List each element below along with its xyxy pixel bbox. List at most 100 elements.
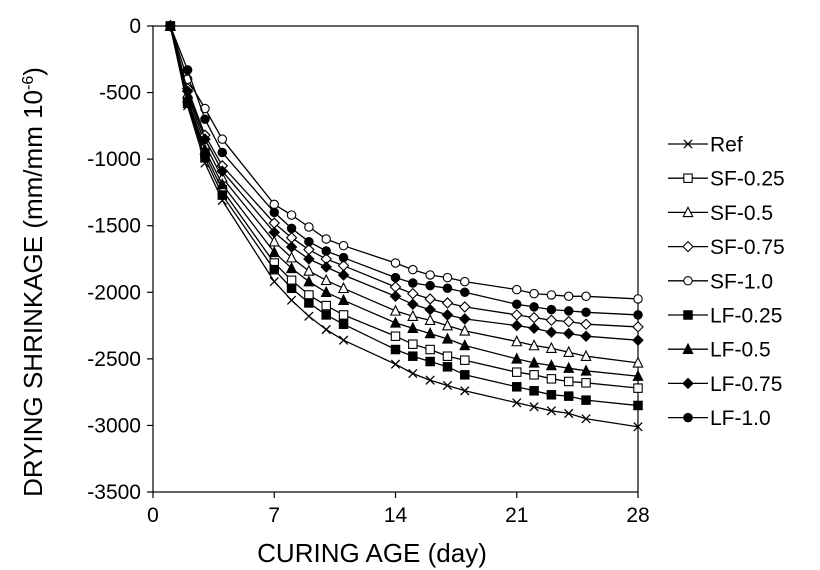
data-point [633, 310, 643, 320]
data-point [563, 306, 574, 316]
data-point [459, 301, 471, 313]
data-point [442, 283, 453, 294]
marker-stroke [564, 408, 574, 419]
data-point [268, 235, 280, 247]
marker-stroke [425, 375, 435, 385]
marker-stroke [581, 414, 591, 424]
series-lf-1-0 [165, 21, 643, 320]
data-point [320, 261, 332, 273]
legend-marker [683, 310, 693, 320]
data-point [441, 297, 454, 309]
y-axis: 0 -500 -1000 -1500 -2000 -2500 -3000 -3500 [87, 15, 153, 504]
data-point [390, 258, 401, 268]
legend-item: LF-0.25 [668, 305, 782, 328]
data-point [511, 335, 523, 347]
data-point [321, 324, 331, 335]
data-point [216, 178, 228, 190]
marker-stroke [633, 422, 643, 432]
data-point [286, 275, 297, 286]
data-point [441, 309, 454, 321]
marker-stroke [286, 295, 297, 305]
data-point [182, 65, 193, 75]
data-point [408, 264, 418, 275]
legend-label: Ref [710, 134, 743, 157]
data-point [304, 298, 314, 308]
series-line [169, 25, 639, 316]
data-point [165, 21, 176, 31]
legend-label: LF-1.0 [710, 407, 771, 430]
x-tick-label: 21 [505, 504, 528, 527]
data-point [528, 311, 540, 324]
data-point [511, 367, 522, 377]
data-point [562, 327, 575, 340]
data-point [285, 241, 298, 253]
data-point [581, 307, 591, 318]
series-sf-0-75 [164, 20, 644, 333]
data-point [337, 293, 350, 306]
data-point [580, 330, 592, 343]
data-point [528, 339, 540, 351]
data-point [199, 143, 211, 155]
data-point [633, 294, 643, 304]
series-line [169, 25, 639, 428]
data-point [442, 272, 453, 283]
data-point [632, 369, 644, 381]
legend-label: LF-0.25 [710, 305, 782, 328]
data-point [546, 374, 557, 384]
y-tick-label: -3000 [87, 414, 141, 437]
data-point [459, 339, 471, 351]
data-point [441, 319, 454, 331]
data-point [581, 414, 591, 424]
data-point [338, 240, 349, 251]
marker-stroke [321, 324, 331, 335]
marker-stroke [529, 402, 539, 412]
data-point [424, 327, 436, 339]
data-point [442, 362, 453, 372]
legend-item: Ref [668, 134, 743, 157]
data-point [546, 406, 557, 416]
data-point [529, 402, 539, 412]
legend: Ref SF-0.25 SF-0.5 SF-0.75 SF-1.0 LF-0.25 LF-0… [668, 134, 785, 430]
legend-label: LF-0.75 [710, 373, 782, 396]
data-point [545, 341, 557, 353]
data-point [546, 290, 557, 300]
marker-stroke [460, 386, 470, 396]
data-point [459, 313, 471, 325]
data-point [459, 324, 471, 336]
legend-item: SF-0.5 [668, 202, 773, 225]
data-point [200, 114, 210, 124]
data-point [390, 272, 401, 283]
data-point [389, 304, 402, 316]
data-point [510, 309, 523, 321]
series-lf-0-5 [164, 19, 644, 381]
data-point [580, 364, 592, 376]
data-point [424, 313, 436, 325]
y-tick-label: -500 [99, 82, 141, 105]
data-point [268, 226, 281, 239]
legend-label: SF-0.25 [710, 168, 785, 191]
data-point [633, 400, 643, 411]
data-point [199, 133, 211, 145]
data-point [303, 264, 315, 276]
marker-stroke [338, 335, 349, 345]
data-point [390, 359, 401, 369]
legend-item: SF-1.0 [668, 270, 773, 293]
data-point [338, 319, 349, 329]
data-point [563, 291, 574, 302]
data-point [303, 275, 315, 287]
data-point [285, 251, 298, 263]
data-point [546, 304, 557, 315]
data-point [269, 264, 279, 275]
legend-item: LF-0.5 [668, 339, 771, 362]
series-ref [165, 21, 643, 432]
legend-label: SF-1.0 [710, 270, 773, 293]
legend-item: LF-0.75 [668, 373, 782, 396]
x-tick-label: 0 [147, 504, 159, 527]
data-point [633, 422, 643, 432]
data-point [563, 361, 575, 373]
data-point [321, 300, 331, 311]
data-point [581, 378, 591, 388]
data-point [425, 375, 435, 385]
data-point [511, 352, 523, 364]
